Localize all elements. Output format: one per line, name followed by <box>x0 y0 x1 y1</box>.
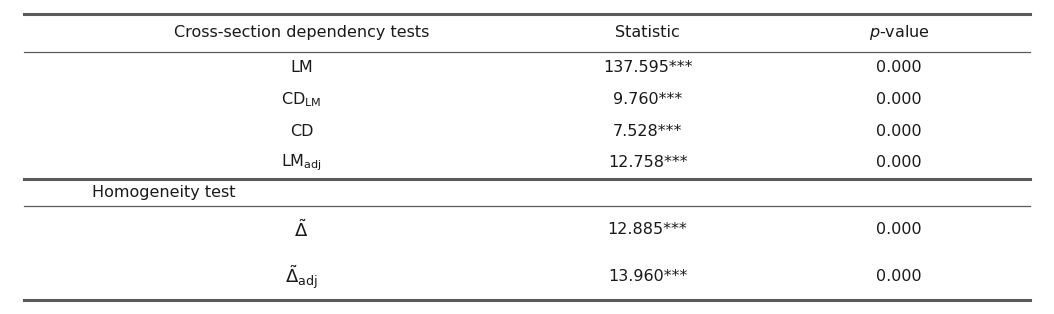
Text: Statistic: Statistic <box>616 25 680 41</box>
Text: 137.595***: 137.595*** <box>603 60 692 75</box>
Text: Cross-section dependency tests: Cross-section dependency tests <box>174 25 429 41</box>
Text: 0.000: 0.000 <box>876 269 922 284</box>
Text: 7.528***: 7.528*** <box>612 124 682 139</box>
Text: 0.000: 0.000 <box>876 60 922 75</box>
Text: 12.758***: 12.758*** <box>608 155 687 170</box>
Text: $\tilde{\Delta}_{\mathrm{adj}}$: $\tilde{\Delta}_{\mathrm{adj}}$ <box>286 263 318 291</box>
Text: LM: LM <box>290 60 313 75</box>
Text: $p$-value: $p$-value <box>868 23 930 42</box>
Text: 9.760***: 9.760*** <box>613 92 682 107</box>
Text: 0.000: 0.000 <box>876 222 922 237</box>
Text: CD$_{\mathrm{LM}}$: CD$_{\mathrm{LM}}$ <box>281 90 321 109</box>
Text: 0.000: 0.000 <box>876 124 922 139</box>
Text: $\tilde{\Delta}$: $\tilde{\Delta}$ <box>294 219 309 241</box>
Text: 0.000: 0.000 <box>876 92 922 107</box>
Text: LM$_{\mathrm{adj}}$: LM$_{\mathrm{adj}}$ <box>281 153 323 173</box>
Text: Homogeneity test: Homogeneity test <box>92 185 235 200</box>
Text: 12.885***: 12.885*** <box>608 222 687 237</box>
Text: 13.960***: 13.960*** <box>608 269 687 284</box>
Text: 0.000: 0.000 <box>876 155 922 170</box>
Text: CD: CD <box>290 124 313 139</box>
